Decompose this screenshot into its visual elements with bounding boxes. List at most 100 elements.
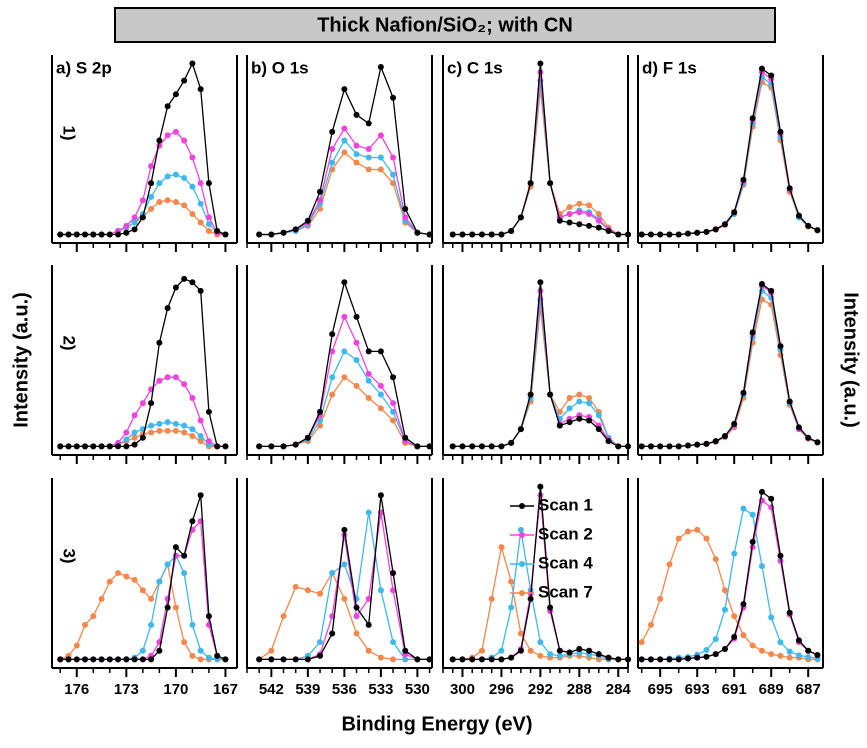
- data-point: [148, 180, 155, 187]
- x-tick-label: 693: [685, 681, 710, 698]
- data-point: [115, 443, 122, 450]
- data-point: [675, 231, 682, 238]
- data-point: [156, 377, 163, 384]
- y-axis-label: Intensity (a.u.): [10, 292, 32, 428]
- data-point: [341, 279, 348, 286]
- data-point: [115, 570, 122, 576]
- data-point: [90, 443, 97, 450]
- panel-title: b) O 1s: [251, 58, 309, 77]
- data-point: [292, 226, 299, 233]
- data-point: [638, 231, 645, 238]
- data-point: [353, 357, 360, 363]
- data-point: [365, 120, 372, 127]
- data-point: [586, 210, 593, 217]
- data-point: [712, 651, 719, 658]
- data-point: [65, 443, 72, 450]
- data-point: [547, 604, 554, 611]
- data-point: [139, 214, 146, 221]
- data-point: [488, 231, 495, 238]
- data-point: [712, 438, 719, 445]
- data-point: [365, 647, 372, 654]
- x-tick-label: 533: [368, 681, 393, 698]
- data-point: [317, 188, 324, 195]
- data-point: [197, 86, 204, 93]
- data-point: [657, 443, 664, 450]
- data-point: [390, 400, 397, 407]
- x-tick-label: 687: [796, 681, 821, 698]
- data-point: [740, 176, 747, 183]
- data-point: [586, 400, 593, 407]
- x-tick-label: 173: [114, 681, 139, 698]
- data-point: [189, 210, 196, 217]
- series-line: [452, 299, 628, 448]
- data-point: [414, 229, 421, 236]
- series-line: [641, 289, 818, 448]
- data-point: [576, 646, 583, 652]
- data-point: [256, 231, 263, 238]
- series-line: [641, 284, 818, 448]
- series-line: [259, 279, 430, 448]
- data-point: [317, 408, 324, 415]
- data-point: [139, 197, 146, 204]
- data-point: [214, 443, 221, 450]
- x-tick-label: 542: [259, 681, 284, 698]
- data-point: [758, 488, 765, 495]
- data-point: [172, 604, 179, 611]
- x-tick-label: 691: [722, 681, 747, 698]
- data-point: [156, 198, 163, 205]
- data-point: [595, 426, 602, 433]
- data-point: [329, 146, 336, 152]
- data-point: [595, 224, 602, 231]
- data-point: [148, 163, 155, 170]
- data-point: [329, 391, 336, 398]
- data-point: [478, 656, 485, 663]
- data-point: [694, 441, 701, 448]
- data-point: [123, 443, 130, 450]
- data-point: [341, 561, 348, 568]
- data-point: [148, 205, 155, 212]
- data-point: [703, 653, 710, 660]
- data-point: [156, 578, 163, 585]
- data-point: [57, 443, 64, 450]
- x-tick-label: 689: [759, 681, 784, 698]
- data-point: [694, 526, 701, 533]
- data-point: [777, 639, 784, 646]
- data-point: [106, 578, 113, 585]
- data-point: [814, 652, 821, 659]
- data-point: [586, 222, 593, 229]
- data-point: [537, 279, 544, 286]
- data-point: [703, 228, 710, 235]
- data-point: [317, 197, 324, 204]
- data-point: [164, 132, 171, 139]
- data-point: [647, 621, 654, 628]
- data-point: [106, 231, 113, 238]
- series-line: [641, 529, 818, 661]
- data-point: [329, 159, 336, 166]
- data-point: [675, 656, 682, 663]
- data-point: [703, 535, 710, 542]
- data-point: [329, 374, 336, 381]
- data-point: [317, 590, 324, 597]
- data-point: [197, 656, 204, 663]
- data-point: [205, 180, 212, 187]
- data-point: [508, 654, 515, 661]
- data-point: [329, 570, 336, 576]
- data-point: [73, 443, 80, 450]
- x-tick-label: 170: [163, 681, 188, 698]
- series-line: [452, 72, 628, 236]
- data-point: [115, 231, 122, 238]
- data-point: [402, 214, 409, 221]
- data-point: [181, 570, 188, 576]
- data-point: [666, 443, 673, 450]
- data-point: [814, 439, 821, 446]
- data-point: [292, 583, 299, 590]
- data-point: [721, 646, 728, 652]
- data-point: [214, 652, 221, 659]
- data-point: [517, 647, 524, 654]
- data-point: [353, 613, 360, 620]
- data-point: [576, 221, 583, 228]
- data-point: [280, 656, 287, 663]
- data-point: [402, 656, 409, 663]
- data-point: [459, 231, 466, 238]
- data-point: [576, 398, 583, 405]
